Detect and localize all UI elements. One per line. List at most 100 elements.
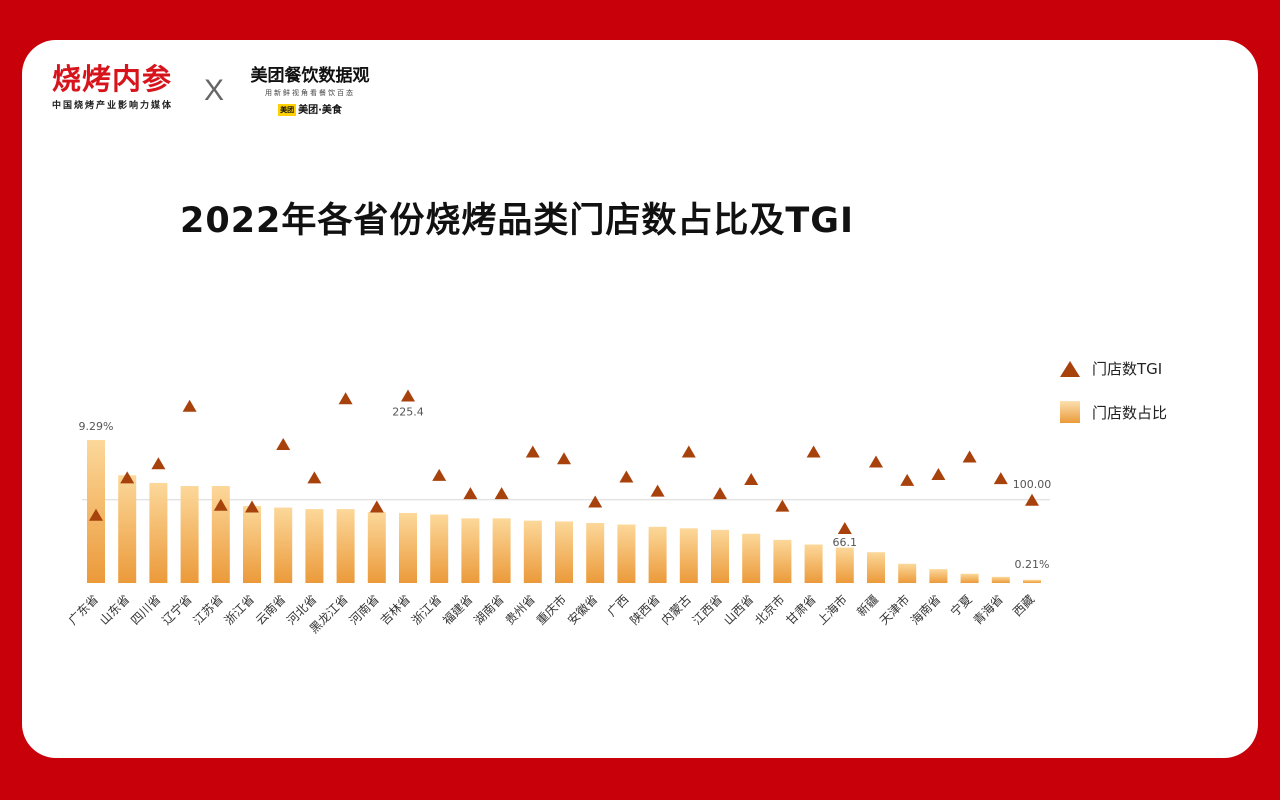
data-label-tgi-min: 66.1	[833, 536, 858, 549]
x-tick-label-31: 西藏	[1010, 592, 1037, 619]
bar-7	[274, 507, 293, 583]
tgi-marker-2	[120, 471, 135, 484]
x-tick-label-23: 北京市	[751, 592, 787, 628]
tgi-marker-4	[182, 399, 197, 412]
chart-title: 2022年各省份烧烤品类门店数占比及TGI	[180, 201, 855, 241]
meituan-data-logo: 美团餐饮数据观 用新鲜视角看餐饮百态 美团 美团·美食	[240, 66, 380, 116]
x-tick-label-13: 福建省	[439, 592, 475, 628]
tgi-marker-22	[744, 473, 759, 485]
meituan-brand-text: 美团·美食	[298, 105, 342, 116]
tgi-marker-18	[619, 470, 634, 483]
tgi-marker-1	[89, 508, 103, 521]
tgi-marker-31	[1025, 493, 1039, 506]
x-tick-label-30: 青海省	[970, 592, 1006, 628]
tgi-marker-16	[557, 452, 571, 465]
x-tick-label-28: 海南省	[907, 592, 943, 628]
bar-14	[492, 518, 511, 583]
meituan-brand: 美团 美团·美食	[240, 101, 380, 116]
bar-19	[648, 526, 667, 583]
x-tick-label-3: 四川省	[128, 592, 163, 627]
chart-legend: 门店数TGI 门店数占比	[1060, 358, 1167, 445]
tgi-marker-13	[463, 487, 478, 500]
bar-8	[305, 509, 324, 583]
bar-30	[991, 576, 1010, 583]
x-tick-label-4: 辽宁省	[159, 592, 195, 628]
bar-27	[898, 563, 917, 583]
data-label-tgi-max: 225.4	[392, 405, 424, 418]
tgi-marker-24	[806, 445, 821, 458]
triangle-marker-icon	[1060, 360, 1080, 377]
tgi-marker-19	[650, 484, 665, 497]
bar-25	[835, 547, 854, 583]
data-label-last-bar: 0.21%	[1015, 558, 1050, 571]
x-tick-label-10: 河南省	[346, 592, 382, 628]
legend-item-tgi: 门店数TGI	[1060, 358, 1167, 379]
bar-29	[960, 573, 979, 583]
tgi-marker-23	[775, 499, 790, 512]
tgi-marker-8	[307, 471, 322, 484]
x-tick-label-24: 甘肃省	[783, 592, 818, 627]
x-tick-label-22: 山西省	[721, 592, 756, 627]
tgi-marker-27	[900, 473, 915, 486]
x-tick-label-18: 广西	[605, 592, 632, 619]
bar-6	[243, 506, 261, 583]
bar-17	[586, 522, 605, 583]
bar-26	[867, 552, 885, 583]
x-tick-label-15: 贵州省	[503, 592, 538, 627]
x-tick-label-7: 云南省	[252, 592, 288, 628]
x-tick-label-2: 山东省	[97, 592, 132, 627]
bar-13	[461, 518, 480, 583]
tgi-marker-12	[432, 468, 447, 481]
legend-item-share: 门店数占比	[1060, 401, 1167, 423]
tgi-marker-29	[962, 450, 977, 463]
bar-15	[523, 520, 542, 583]
shaokao-neican-logo: 烧烤内参 中国烧烤产业影响力媒体	[52, 62, 173, 111]
bar-swatch-icon	[1060, 401, 1080, 423]
data-label-tgi-last: 100.00	[1013, 478, 1052, 491]
x-tick-label-1: 广东省	[66, 592, 101, 627]
x-tick-label-25: 上海市	[814, 592, 850, 628]
x-tick-label-21: 江西省	[690, 592, 725, 627]
content-card: 烧烤内参 中国烧烤产业影响力媒体 X 美团餐饮数据观 用新鲜视角看餐饮百态 美团…	[22, 40, 1258, 758]
tgi-marker-9	[338, 392, 353, 405]
legend-label-share: 门店数占比	[1092, 403, 1168, 422]
tgi-marker-3	[151, 457, 166, 470]
logo-right-subtitle: 用新鲜视角看餐饮百态	[265, 89, 355, 97]
x-tick-label-6: 浙江省	[222, 592, 257, 627]
bar-16	[555, 521, 573, 583]
x-tick-label-20: 内蒙古	[658, 592, 694, 628]
tgi-marker-28	[931, 468, 946, 481]
bar-4	[180, 486, 199, 583]
x-tick-label-14: 湖南省	[471, 592, 507, 628]
bar-31	[1023, 579, 1041, 583]
x-tick-label-17: 安徽省	[564, 592, 600, 628]
x-tick-label-11: 吉林省	[378, 592, 413, 627]
tgi-marker-6	[245, 500, 259, 513]
x-tick-label-12: 浙江省	[409, 592, 444, 627]
tgi-marker-11	[401, 389, 415, 402]
tgi-marker-7	[276, 438, 291, 451]
bar-12	[430, 514, 449, 583]
tgi-marker-5	[213, 498, 228, 511]
tgi-marker-30	[993, 472, 1008, 485]
bar-21	[711, 529, 729, 583]
x-tick-label-26: 新疆	[854, 592, 882, 620]
bar-24	[804, 544, 823, 583]
x-tick-label-5: 江苏省	[191, 592, 226, 627]
x-tick-label-29: 宁夏	[947, 592, 975, 620]
bar-9	[336, 509, 355, 583]
collaboration-separator: X	[204, 74, 225, 107]
bar-10	[367, 512, 386, 583]
meituan-badge-icon: 美团	[278, 104, 297, 116]
bar-28	[929, 569, 948, 583]
x-tick-label-16: 重庆市	[533, 592, 569, 628]
tgi-marker-15	[525, 445, 540, 458]
bar-22	[742, 533, 761, 583]
tgi-marker-26	[869, 455, 883, 468]
x-tick-label-27: 天津市	[876, 592, 912, 628]
tgi-marker-25	[837, 522, 852, 535]
bar-20	[679, 528, 698, 583]
tgi-marker-20	[681, 445, 696, 458]
logo-left-text: 烧烤内参	[52, 62, 173, 96]
bar-3	[149, 482, 168, 583]
